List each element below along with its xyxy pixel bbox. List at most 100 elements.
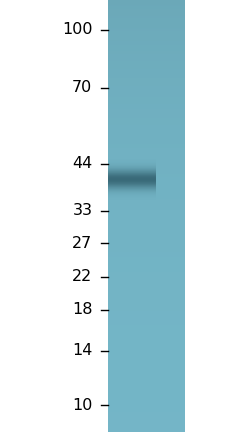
- Bar: [108, 177, 185, 178]
- Bar: [108, 105, 185, 106]
- Bar: [108, 151, 185, 152]
- Bar: [108, 289, 185, 292]
- Text: 22: 22: [72, 269, 92, 284]
- Bar: [108, 11, 185, 12]
- Bar: [108, 152, 185, 153]
- Bar: [108, 147, 185, 148]
- Bar: [108, 345, 185, 349]
- Bar: [108, 247, 185, 249]
- Bar: [108, 51, 185, 52]
- Bar: [108, 314, 185, 318]
- Bar: [108, 341, 185, 345]
- Bar: [108, 137, 185, 138]
- Bar: [108, 136, 185, 137]
- Bar: [108, 363, 185, 368]
- Bar: [108, 112, 185, 113]
- Bar: [108, 17, 185, 18]
- Bar: [108, 57, 185, 58]
- Bar: [108, 236, 185, 238]
- Bar: [108, 175, 185, 177]
- Bar: [108, 210, 185, 212]
- Bar: [108, 128, 185, 129]
- Bar: [108, 183, 185, 184]
- Bar: [108, 141, 185, 142]
- Bar: [108, 53, 185, 54]
- Bar: [108, 138, 185, 140]
- Bar: [108, 308, 185, 311]
- Bar: [108, 168, 185, 170]
- Bar: [108, 159, 185, 160]
- Bar: [108, 77, 185, 78]
- Bar: [108, 280, 185, 283]
- Bar: [108, 418, 185, 425]
- Bar: [108, 107, 185, 108]
- Bar: [108, 31, 185, 32]
- Bar: [108, 72, 185, 73]
- Bar: [108, 155, 185, 156]
- Bar: [108, 67, 185, 68]
- Bar: [108, 19, 185, 20]
- Bar: [108, 121, 185, 123]
- Bar: [108, 91, 185, 92]
- Bar: [108, 71, 185, 72]
- Bar: [108, 240, 185, 242]
- Bar: [108, 50, 185, 51]
- Bar: [108, 325, 185, 329]
- Bar: [108, 8, 185, 9]
- Text: 10: 10: [72, 398, 92, 413]
- Bar: [108, 45, 185, 46]
- Bar: [108, 254, 185, 257]
- Bar: [108, 109, 185, 110]
- Bar: [108, 84, 185, 85]
- Bar: [108, 70, 185, 71]
- Bar: [108, 106, 185, 107]
- Bar: [108, 140, 185, 141]
- Bar: [108, 272, 185, 275]
- Bar: [108, 52, 185, 53]
- Bar: [108, 94, 185, 95]
- Bar: [108, 295, 185, 298]
- Bar: [108, 75, 185, 76]
- Bar: [108, 59, 185, 60]
- Bar: [108, 373, 185, 378]
- Bar: [108, 228, 185, 229]
- Bar: [108, 89, 185, 91]
- Bar: [108, 292, 185, 295]
- Bar: [108, 165, 185, 167]
- Bar: [108, 205, 185, 206]
- Bar: [108, 186, 185, 188]
- Bar: [108, 79, 185, 80]
- Bar: [108, 188, 185, 189]
- Bar: [108, 41, 185, 42]
- Bar: [108, 60, 185, 61]
- Bar: [108, 252, 185, 254]
- Bar: [108, 1, 185, 2]
- Bar: [108, 49, 185, 50]
- Bar: [108, 189, 185, 191]
- Bar: [108, 245, 185, 247]
- Bar: [108, 92, 185, 93]
- Bar: [108, 24, 185, 25]
- Bar: [108, 81, 185, 82]
- Bar: [108, 161, 185, 162]
- Bar: [108, 5, 185, 6]
- Bar: [108, 193, 185, 194]
- Bar: [108, 100, 185, 101]
- Bar: [108, 39, 185, 40]
- Bar: [108, 69, 185, 70]
- Bar: [108, 394, 185, 400]
- Bar: [108, 322, 185, 325]
- Bar: [108, 412, 185, 418]
- Bar: [108, 212, 185, 214]
- Text: 44: 44: [72, 156, 92, 171]
- Bar: [108, 222, 185, 223]
- Bar: [108, 4, 185, 5]
- Bar: [108, 143, 185, 144]
- Bar: [108, 47, 185, 48]
- Bar: [108, 184, 185, 186]
- Bar: [108, 181, 185, 183]
- Bar: [108, 201, 185, 203]
- Bar: [108, 425, 185, 432]
- Bar: [108, 118, 185, 119]
- Bar: [108, 103, 185, 104]
